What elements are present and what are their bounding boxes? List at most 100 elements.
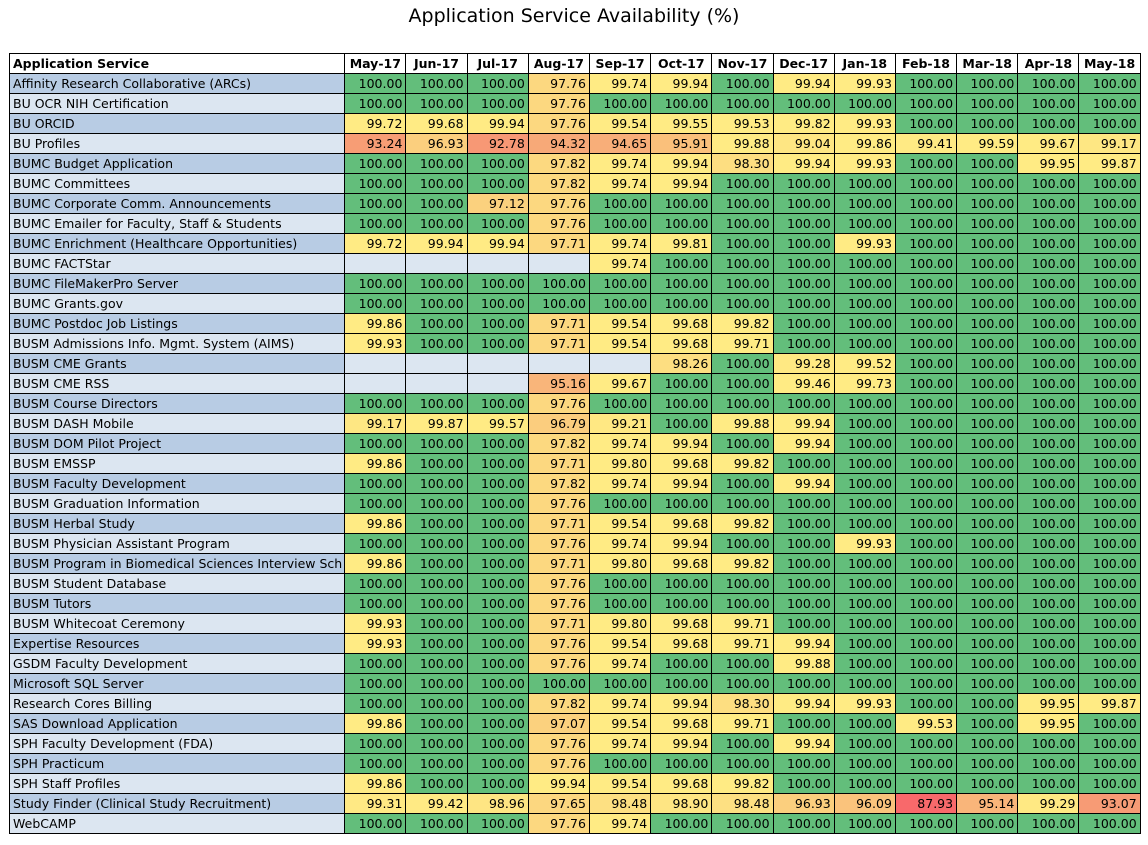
availability-cell: 100.00 (833, 313, 896, 334)
availability-cell: 98.30 (711, 693, 774, 714)
availability-cell: 100.00 (344, 593, 407, 614)
table-row: BU ORCID 99.72 99.68 99.94 97.76 99.54 99.55 99… (8, 113, 1141, 134)
availability-cell: 99.86 (344, 773, 407, 794)
availability-cell: 97.82 (527, 153, 590, 174)
availability-cell: 100.00 (894, 513, 958, 534)
availability-cell: 99.31 (344, 793, 407, 814)
availability-cell: 97.71 (527, 333, 590, 354)
availability-cell: 97.82 (527, 693, 590, 714)
availability-cell: 100.00 (650, 753, 713, 774)
service-name: BUSM DOM Pilot Project (8, 433, 346, 454)
availability-cell: 99.80 (588, 613, 652, 634)
service-name: BUMC Budget Application (8, 153, 346, 174)
availability-cell: 100.00 (588, 753, 652, 774)
table-row: BUMC Committees 100.00 100.00 100.00 97.82 99… (8, 173, 1141, 194)
availability-cell: 100.00 (466, 713, 529, 734)
table-row: BUSM Tutors 100.00 100.00 100.00 97.76 100.00… (8, 593, 1141, 614)
availability-cell: 97.71 (527, 613, 590, 634)
availability-cell: 100.00 (1078, 613, 1141, 634)
availability-cell (466, 373, 529, 394)
table-row: SAS Download Application 99.86 100.00 100.0… (8, 713, 1141, 734)
service-name: BUSM Whitecoat Ceremony (8, 613, 346, 634)
availability-cell: 100.00 (1078, 473, 1141, 494)
service-name: Affinity Research Collaborative (ARCs) (8, 73, 346, 94)
service-name: BUMC Enrichment (Healthcare Opportunitie… (8, 233, 346, 254)
availability-cell: 100.00 (894, 693, 958, 714)
column-header: Apr-18 (1017, 53, 1080, 74)
availability-cell: 100.00 (588, 493, 652, 514)
availability-cell: 98.48 (711, 793, 774, 814)
availability-cell: 100.00 (894, 533, 958, 554)
availability-cell: 100.00 (894, 413, 958, 434)
availability-cell: 100.00 (344, 733, 407, 754)
availability-cell: 100.00 (772, 253, 835, 274)
availability-cell: 99.86 (344, 453, 407, 474)
availability-cell: 100.00 (466, 673, 529, 694)
availability-cell: 100.00 (894, 153, 958, 174)
availability-cell: 99.86 (344, 313, 407, 334)
availability-cell: 100.00 (711, 73, 774, 94)
column-header: May-18 (1078, 53, 1141, 74)
availability-cell: 99.54 (588, 333, 652, 354)
availability-cell: 99.17 (344, 413, 407, 434)
availability-cell: 97.82 (527, 173, 590, 194)
availability-cell: 100.00 (711, 353, 774, 374)
availability-cell: 100.00 (344, 173, 407, 194)
availability-cell: 99.74 (588, 813, 652, 834)
availability-cell: 100.00 (405, 693, 468, 714)
availability-cell: 97.76 (527, 573, 590, 594)
availability-cell: 100.00 (650, 653, 713, 674)
availability-cell: 100.00 (344, 753, 407, 774)
availability-cell: 100.00 (650, 493, 713, 514)
table-row: BUMC Enrichment (Healthcare Opportunitie… (8, 233, 1141, 254)
availability-cell: 99.73 (833, 373, 896, 394)
availability-cell: 100.00 (344, 693, 407, 714)
availability-cell: 99.94 (650, 693, 713, 714)
availability-cell: 99.41 (894, 133, 958, 154)
availability-cell: 100.00 (772, 233, 835, 254)
availability-cell: 100.00 (466, 593, 529, 614)
availability-cell: 99.94 (772, 733, 835, 754)
availability-cell: 100.00 (956, 513, 1019, 534)
availability-cell: 99.68 (650, 453, 713, 474)
availability-cell: 100.00 (344, 193, 407, 214)
availability-cell: 100.00 (344, 473, 407, 494)
table-row: BUMC Grants.gov 100.00 100.00 100.00 100.00 1… (8, 293, 1141, 314)
column-header: Oct-17 (650, 53, 713, 74)
availability-cell: 100.00 (894, 473, 958, 494)
availability-cell: 97.82 (527, 473, 590, 494)
availability-cell: 100.00 (405, 213, 468, 234)
availability-cell: 100.00 (588, 293, 652, 314)
availability-cell: 100.00 (833, 213, 896, 234)
availability-cell: 100.00 (466, 573, 529, 594)
availability-cell: 100.00 (833, 633, 896, 654)
availability-cell: 97.71 (527, 313, 590, 334)
availability-cell: 100.00 (956, 193, 1019, 214)
availability-cell: 100.00 (711, 193, 774, 214)
service-name: SPH Faculty Development (FDA) (8, 733, 346, 754)
service-name: BUSM Herbal Study (8, 513, 346, 534)
availability-cell: 100.00 (772, 533, 835, 554)
availability-cell: 100.00 (894, 553, 958, 574)
availability-cell: 100.00 (466, 633, 529, 654)
availability-cell (344, 253, 407, 274)
availability-cell (405, 373, 468, 394)
availability-cell: 99.74 (588, 473, 652, 494)
availability-cell: 97.76 (527, 633, 590, 654)
service-name: Research Cores Billing (8, 693, 346, 714)
row-header-label: Application Service (8, 53, 346, 74)
service-name: BUSM Admissions Info. Mgmt. System (AIMS… (8, 333, 346, 354)
availability-cell: 100.00 (1017, 313, 1080, 334)
availability-cell: 99.71 (711, 333, 774, 354)
availability-cell: 99.88 (772, 653, 835, 674)
availability-cell: 100.00 (466, 173, 529, 194)
availability-cell: 100.00 (1017, 493, 1080, 514)
availability-cell: 99.80 (588, 453, 652, 474)
availability-cell: 100.00 (894, 673, 958, 694)
availability-cell: 98.30 (711, 153, 774, 174)
availability-cell: 100.00 (405, 173, 468, 194)
availability-cell: 100.00 (344, 493, 407, 514)
availability-cell: 99.95 (1017, 713, 1080, 734)
availability-cell: 100.00 (1017, 593, 1080, 614)
availability-cell: 100.00 (344, 673, 407, 694)
